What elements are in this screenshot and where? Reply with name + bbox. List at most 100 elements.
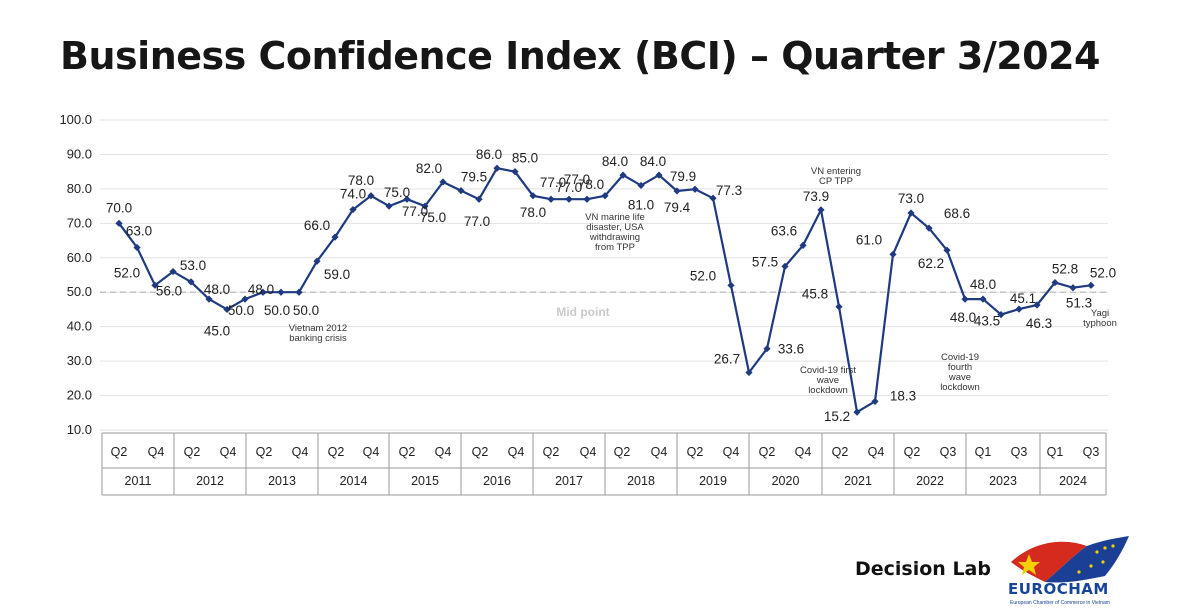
data-point-marker [529, 192, 537, 200]
x-year-label: 2020 [772, 474, 800, 488]
annotation-text: lockdown [808, 385, 848, 396]
value-label: 26.7 [714, 351, 740, 366]
x-quarter-tick-label: Q4 [435, 445, 452, 459]
data-point-marker [763, 345, 771, 353]
x-quarter-tick-label: Q4 [363, 445, 380, 459]
value-label: 50.0 [264, 303, 290, 318]
value-label: 85.0 [512, 151, 538, 166]
data-point-marker [655, 171, 663, 179]
value-label: 70.0 [106, 200, 132, 215]
x-quarter-tick-label: Q4 [292, 445, 309, 459]
x-quarter-tick-label: Q3 [1083, 445, 1100, 459]
value-label: 51.3 [1066, 296, 1092, 311]
value-label: 52.0 [1090, 265, 1116, 280]
data-point-marker [547, 195, 555, 203]
x-quarter-tick-label: Q4 [220, 445, 237, 459]
annotation-text: banking crisis [289, 333, 347, 344]
x-year-label: 2019 [699, 474, 727, 488]
y-tick-label: 20.0 [67, 388, 92, 403]
data-point-marker [385, 202, 393, 210]
data-point-marker [493, 164, 501, 172]
annotation-text: Vietnam 2012 [289, 323, 347, 334]
x-quarter-tick-label: Q2 [687, 445, 704, 459]
data-point-marker [1051, 278, 1059, 287]
value-label: 43.5 [974, 314, 1000, 329]
y-tick-label: 10.0 [67, 422, 92, 437]
value-label: 50.0 [293, 303, 319, 318]
data-point-marker [511, 168, 519, 176]
data-point-marker [151, 281, 159, 289]
data-point-marker [169, 267, 177, 276]
data-point-marker [331, 233, 339, 241]
x-year-label: 2015 [411, 474, 439, 488]
annotation-text: CP TPP [819, 176, 853, 187]
x-quarter-tick-label: Q3 [1011, 445, 1028, 459]
value-label: 18.3 [890, 388, 916, 403]
data-point-marker [925, 224, 933, 232]
data-point-marker [565, 195, 573, 203]
annotation-text: fourth [948, 362, 972, 373]
value-label: 46.3 [1026, 316, 1052, 331]
value-label: 75.0 [384, 185, 410, 200]
data-point-marker [1069, 284, 1077, 292]
value-label: 57.5 [752, 254, 778, 269]
x-quarter-tick-label: Q4 [795, 445, 812, 459]
x-quarter-tick-label: Q2 [256, 445, 273, 459]
data-point-marker [457, 187, 465, 195]
bci-series [115, 164, 1095, 416]
x-quarter-tick-label: Q3 [940, 445, 957, 459]
y-tick-label: 70.0 [67, 215, 92, 230]
value-label: 52.0 [690, 268, 716, 283]
eurocham-subtitle: European Chamber of Commerce in Vietnam [1010, 600, 1110, 606]
value-label: 62.2 [918, 256, 944, 271]
x-quarter-tick-label: Q2 [614, 445, 631, 459]
y-tick-label: 60.0 [67, 250, 92, 265]
x-year-label: 2012 [196, 474, 224, 488]
value-label: 77.3 [716, 183, 742, 198]
value-label: 45.1 [1010, 291, 1036, 306]
annotation-text: lockdown [940, 382, 980, 393]
data-point-marker [313, 257, 321, 265]
value-label: 66.0 [304, 218, 330, 233]
data-point-marker [205, 295, 213, 303]
value-label: 78.0 [578, 177, 604, 192]
x-quarter-tick-label: Q4 [723, 445, 740, 459]
annotation-text: disaster, USA [586, 222, 644, 233]
data-point-marker [961, 295, 969, 303]
value-label: 53.0 [180, 258, 206, 273]
eurocham-flag-icon [1011, 536, 1129, 583]
annotation-text: Covid-19 [941, 352, 979, 363]
data-point-marker [1015, 305, 1023, 313]
data-point-marker [421, 202, 429, 210]
data-point-marker [403, 195, 411, 203]
x-year-label: 2017 [555, 474, 583, 488]
value-label: 74.0 [340, 187, 366, 202]
data-point-marker [817, 206, 825, 214]
value-label: 15.2 [824, 409, 850, 424]
x-quarter-tick-label: Q4 [148, 445, 165, 459]
data-point-marker [979, 295, 987, 303]
x-year-label: 2021 [844, 474, 872, 488]
data-point-marker [871, 397, 879, 406]
value-label: 56.0 [156, 284, 182, 299]
y-tick-label: 40.0 [67, 319, 92, 334]
data-point-marker [907, 209, 915, 217]
data-point-marker [277, 288, 285, 296]
x-quarter-tick-label: Q2 [759, 445, 776, 459]
value-label: 33.6 [778, 342, 804, 357]
data-point-marker [133, 243, 141, 252]
data-point-marker [367, 192, 375, 200]
value-label: 78.0 [520, 205, 546, 220]
data-point-marker [1033, 301, 1041, 309]
data-point-marker [349, 205, 357, 214]
x-quarter-tick-label: Q4 [651, 445, 668, 459]
data-point-marker [727, 281, 735, 289]
value-label: 81.0 [628, 197, 654, 212]
value-label: 77.0 [556, 180, 582, 195]
y-tick-label: 80.0 [67, 181, 92, 196]
data-point-marker [241, 295, 249, 303]
data-point-marker [295, 288, 303, 296]
value-label: 52.0 [114, 265, 140, 280]
annotation-text: Covid-19 first [800, 365, 856, 376]
